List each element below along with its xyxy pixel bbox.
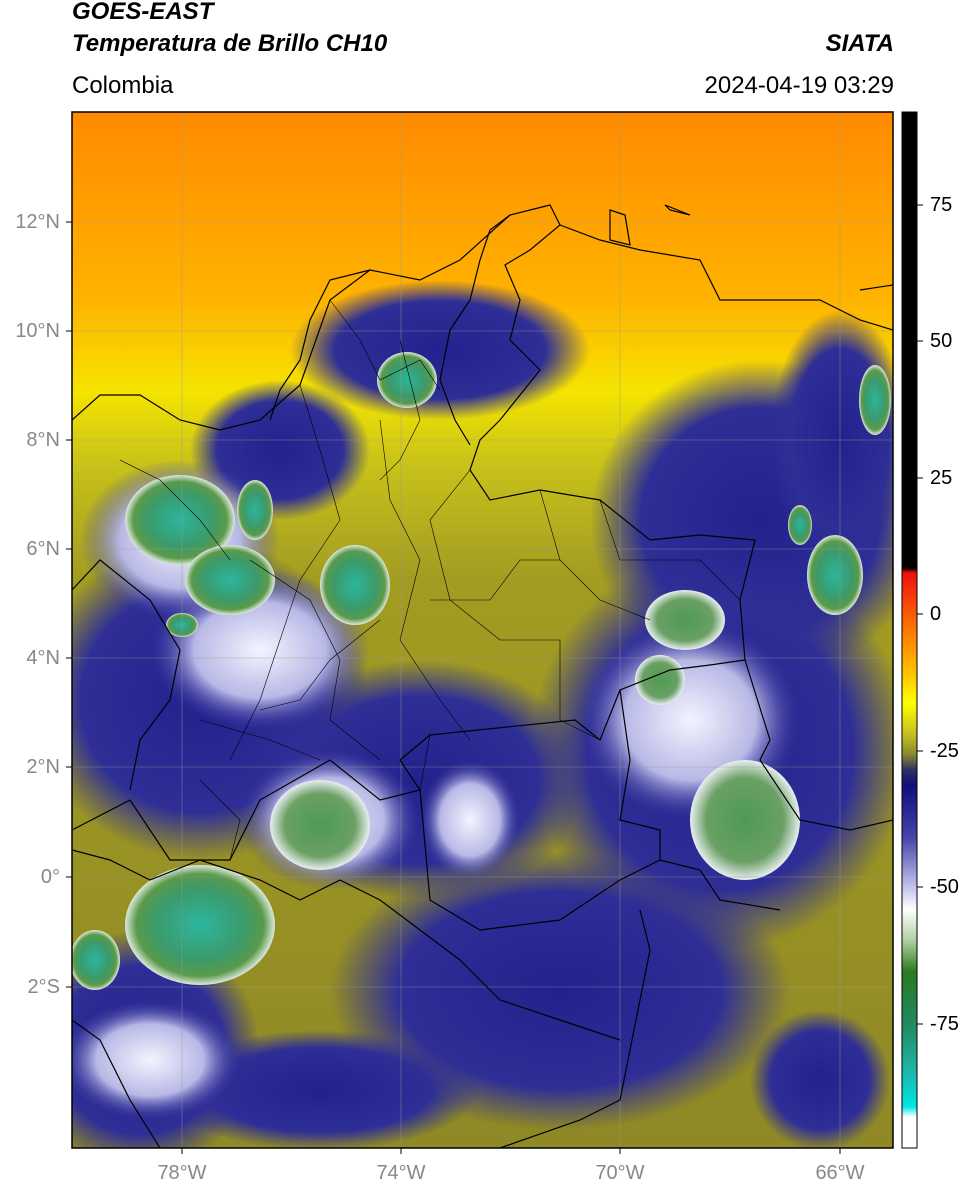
lat-ticks <box>66 221 72 988</box>
lat-label: 0° <box>40 866 60 888</box>
colorbar-label: 25 <box>930 467 953 489</box>
lon-ticks <box>181 1148 841 1154</box>
lat-label: 2°S <box>27 976 60 998</box>
colorbar-ticks <box>917 204 923 1025</box>
colorbar-label: -75 <box>930 1013 959 1035</box>
lon-label: 74°W <box>376 1162 426 1184</box>
colorbar-label: 75 <box>930 194 953 216</box>
colorbar <box>901 111 918 1149</box>
country-borders <box>72 204 893 1148</box>
source-label: SIATA <box>825 30 894 57</box>
satellite-title: GOES-EAST <box>72 0 214 25</box>
colorbar-label: 0 <box>930 603 942 625</box>
region-label: Colombia <box>72 72 174 99</box>
lat-label: 6°N <box>26 538 60 560</box>
colorbar-label: -50 <box>930 876 959 898</box>
colorbar-label: -25 <box>930 740 959 762</box>
lat-label: 2°N <box>26 756 60 778</box>
colorbar-label: 50 <box>930 330 953 352</box>
lat-label: 8°N <box>26 429 60 451</box>
lat-label: 12°N <box>15 211 60 233</box>
datetime-label: 2024-04-19 03:29 <box>704 72 895 99</box>
lat-label: 10°N <box>15 320 60 342</box>
lon-label: 70°W <box>595 1162 645 1184</box>
lat-label: 4°N <box>26 647 60 669</box>
product-title: Temperatura de Brillo CH10 <box>72 30 388 57</box>
graticule <box>72 112 893 1148</box>
imagery-layer <box>72 112 893 1148</box>
lon-label: 66°W <box>815 1162 865 1184</box>
lon-label: 78°W <box>157 1162 207 1184</box>
department-borders <box>119 299 741 861</box>
map-frame <box>71 111 894 1149</box>
